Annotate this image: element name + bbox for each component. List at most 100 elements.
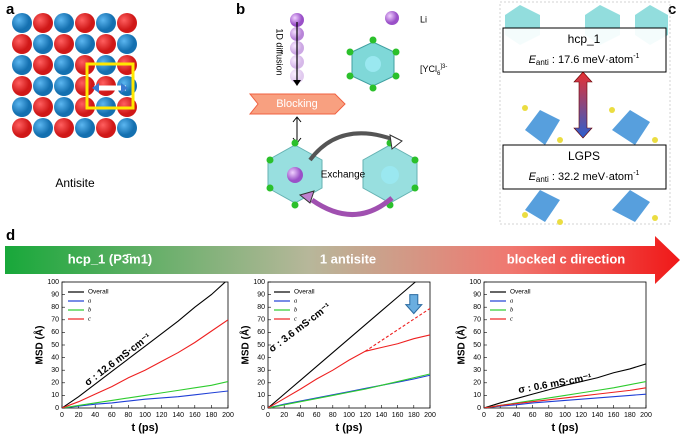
- series-line: [484, 387, 646, 408]
- atom: [75, 34, 95, 54]
- x-tick-label: 140: [592, 412, 604, 419]
- x-tick-label: 100: [343, 412, 355, 419]
- series-line: [62, 319, 228, 408]
- octahedron: [346, 36, 400, 92]
- atom: [75, 76, 95, 96]
- x-tick-label: 180: [624, 412, 636, 419]
- x-axis-label: t (ps): [132, 422, 159, 434]
- atom: [12, 97, 32, 117]
- atom: [12, 55, 32, 75]
- atom: [96, 118, 116, 138]
- y-tick-label: 60: [257, 329, 265, 336]
- energy: : 17.6 meV·atom: [549, 54, 633, 66]
- atom: [54, 13, 74, 33]
- x-tick-label: 200: [640, 412, 652, 419]
- y-tick-label: 70: [473, 317, 481, 324]
- x-tick-label: 160: [189, 412, 201, 419]
- legend-label: c: [510, 315, 513, 322]
- legend-label: b: [510, 306, 514, 313]
- x-axis-label: t (ps): [552, 422, 579, 434]
- arrow: [292, 116, 302, 144]
- superscript: -1: [633, 170, 639, 177]
- x-tick-label: 100: [559, 412, 571, 419]
- y-tick-label: 60: [473, 329, 481, 336]
- atom: [54, 97, 74, 117]
- x-tick-label: 20: [280, 412, 288, 419]
- atom: [33, 118, 53, 138]
- y-tick-label: 0: [477, 405, 481, 412]
- atom: [96, 13, 116, 33]
- x-tick-label: 60: [108, 412, 116, 419]
- y-tick-label: 20: [51, 380, 59, 387]
- y-tick-label: 60: [51, 329, 59, 336]
- y-tick-label: 90: [51, 291, 59, 298]
- y-axis-label: MSD (Å): [33, 326, 46, 365]
- series-line: [484, 363, 646, 408]
- x-tick-label: 120: [359, 412, 371, 419]
- panel-letter: a: [6, 1, 15, 18]
- label: 1D diffusion: [275, 28, 285, 75]
- structure-name: LGPS: [568, 149, 600, 163]
- panel-letter: b: [236, 1, 245, 18]
- x-tick-label: 60: [313, 412, 321, 419]
- x-tick-label: 40: [297, 412, 305, 419]
- y-tick-label: 80: [257, 304, 265, 311]
- caption: Antisite: [55, 176, 95, 190]
- y-tick-label: 80: [51, 304, 59, 311]
- banner-label: 1 antisite: [320, 251, 376, 266]
- energy-label: Eanti : 17.6 meV·atom-1: [529, 53, 640, 67]
- x-tick-label: 140: [376, 412, 388, 419]
- y-tick-label: 30: [51, 367, 59, 374]
- y-tick-label: 20: [257, 380, 265, 387]
- y-axis-label: MSD (Å): [239, 326, 252, 365]
- x-tick-label: 80: [125, 412, 133, 419]
- y-tick-label: 10: [51, 392, 59, 399]
- series-line: [268, 334, 430, 408]
- banner-label: hcp_1 (P3̄m1): [68, 251, 153, 266]
- legend-label: b: [88, 306, 92, 313]
- atom: [33, 34, 53, 54]
- x-tick-label: 80: [329, 412, 337, 419]
- series-line: [62, 390, 228, 408]
- series-line: [364, 308, 430, 352]
- y-tick-label: 10: [473, 392, 481, 399]
- atom: [117, 34, 137, 54]
- atom: [54, 55, 74, 75]
- atom: [75, 118, 95, 138]
- y-tick-label: 70: [51, 317, 59, 324]
- energy: : 32.2 meV·atom: [549, 171, 633, 183]
- y-tick-label: 30: [473, 367, 481, 374]
- legend-label: a: [88, 297, 91, 304]
- legend-label: Overall: [294, 289, 315, 296]
- symbol: E: [529, 171, 537, 183]
- y-axis-label: MSD (Å): [455, 326, 468, 365]
- banner: [5, 236, 680, 284]
- atom: [117, 13, 137, 33]
- atom: [117, 118, 137, 138]
- series-line: [484, 393, 646, 408]
- y-tick-label: 90: [473, 291, 481, 298]
- x-tick-label: 0: [482, 412, 486, 419]
- highlight-box: [85, 62, 135, 110]
- x-axis-label: t (ps): [336, 422, 363, 434]
- atom: [12, 13, 32, 33]
- annotation: σ : 3.6 mS·cm⁻¹: [267, 301, 334, 355]
- atom: [12, 118, 32, 138]
- atom: [33, 13, 53, 33]
- atom: [54, 34, 74, 54]
- atom: [33, 55, 53, 75]
- octahedra: [266, 131, 419, 217]
- lattice: [12, 13, 137, 138]
- x-tick-label: 200: [424, 412, 436, 419]
- y-tick-label: 40: [51, 354, 59, 361]
- double-arrow: [573, 71, 593, 139]
- blocking-tag: [248, 93, 346, 115]
- x-tick-label: 160: [392, 412, 404, 419]
- atom: [33, 76, 53, 96]
- legend-label: a: [294, 297, 297, 304]
- panel-letter: d: [6, 227, 15, 244]
- y-tick-label: 10: [257, 392, 265, 399]
- legend-label: c: [88, 315, 91, 322]
